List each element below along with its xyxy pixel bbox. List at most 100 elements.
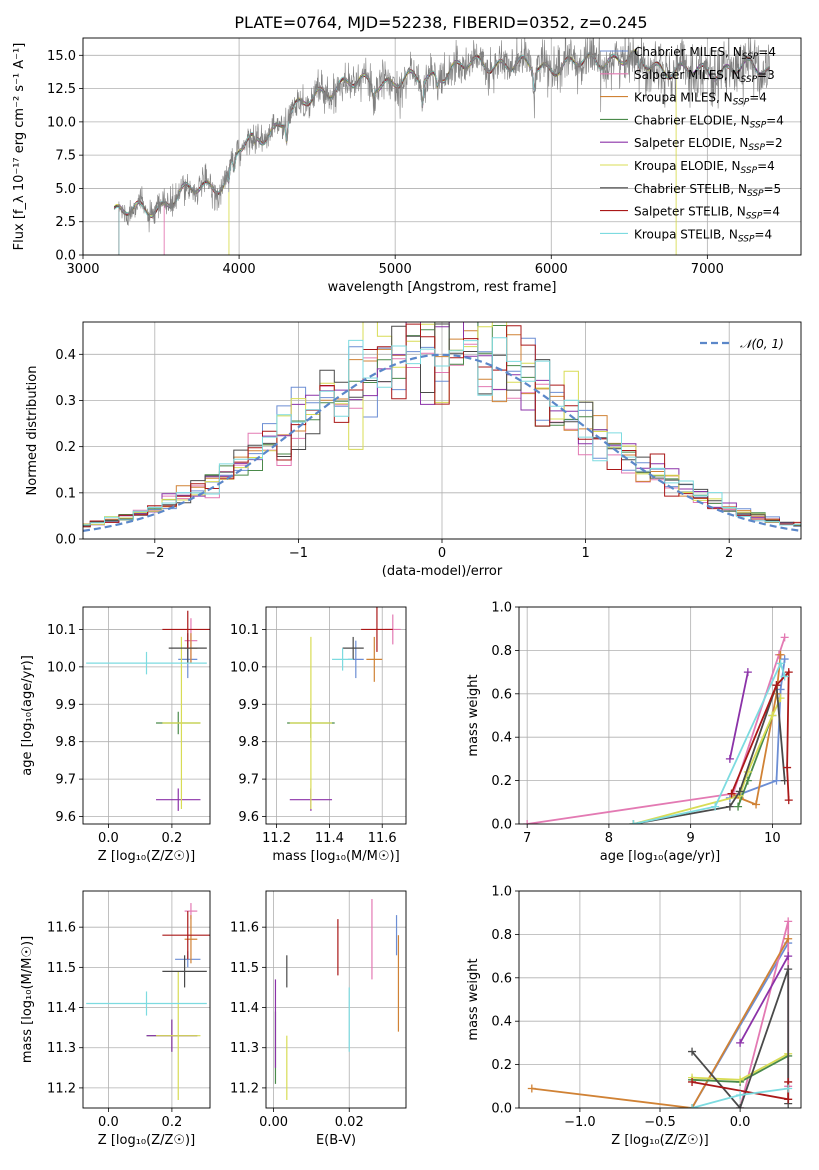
axes-frame-age_vs_mass	[265, 606, 407, 825]
ticks-mass_vs_EBV: 0.00 0.02 11.2 11.3 11.4 11.5 11.6	[230, 921, 364, 1130]
series-marker	[784, 668, 793, 677]
point-chabrier-stelib	[162, 955, 207, 988]
spectrum-data	[118, 38, 770, 255]
series-marker	[736, 1090, 745, 1099]
y-tick-label: 7.5	[55, 149, 76, 164]
x-tick-label: 8	[605, 831, 613, 846]
ticks-weight_vs_Z: −1.0 −0.5 0.0 0.0 0.2 0.4 0.6 0.8 1.0	[491, 885, 750, 1131]
x-tick-label: 9	[687, 831, 695, 846]
series-marker	[772, 681, 781, 690]
series-marker	[711, 802, 720, 811]
y-tick-label: 0.4	[55, 348, 76, 363]
point-kroupa-miles	[366, 636, 383, 682]
series-marker	[784, 952, 793, 961]
series-marker	[735, 787, 744, 796]
ticks-age_vs_mass: 11.2 11.4 11.6 9.6 9.7 9.8 9.9 10.0 10.1	[230, 623, 397, 846]
x-axis-label: E(B-V)	[316, 1133, 356, 1148]
series-line	[633, 660, 786, 824]
y-tick-label: 9.8	[55, 735, 76, 750]
x-tick-label: 4000	[223, 262, 256, 277]
y-tick-label: 11.5	[47, 961, 76, 976]
series-marker	[776, 659, 785, 668]
ticks-spectrum: 3000 4000 5000 6000 7000 0.0 2.5 5.0 7.5 10.0 12.5…	[47, 49, 724, 277]
y-tick-label: 9.7	[238, 773, 259, 788]
series-line	[729, 658, 786, 799]
y-tick-label: 11.3	[47, 1041, 76, 1056]
grid-weight_vs_Z	[519, 890, 801, 1109]
series-marker	[784, 796, 793, 805]
y-tick-label: 9.7	[55, 773, 76, 788]
y-tick-label: 1.0	[491, 601, 512, 616]
x-axis-label: Z [log₁₀(Z/Z☉)]	[98, 1133, 195, 1148]
axes-frame-residuals	[82, 321, 802, 540]
axes-frame-mass_vs_Z	[82, 890, 211, 1109]
panel-mass_vs_EBV: 0.00 0.02 11.2 11.3 11.4 11.5 11.6 E(B-V)	[230, 890, 407, 1148]
series-marker	[725, 802, 734, 811]
y-tick-label: 0.8	[491, 644, 512, 659]
y-axis-label: mass weight	[466, 958, 481, 1040]
series-line	[531, 938, 789, 1108]
series-salpeter-elodie	[736, 952, 793, 1047]
y-tick-label: 11.6	[230, 921, 259, 936]
plot-area-weight_vs_Z	[527, 917, 793, 1108]
y-tick-label: 10.0	[47, 115, 76, 130]
y-tick-label: 11.5	[230, 961, 259, 976]
legend-entry: Kroupa STELIB, NSSP=4	[634, 227, 772, 244]
series-kroupa-stelib	[688, 1084, 793, 1108]
panel-age_vs_mass: 11.2 11.4 11.6 9.6 9.7 9.8 9.9 10.0 10.1 mass [lo…	[230, 606, 407, 864]
y-tick-label: 11.3	[230, 1041, 259, 1056]
x-axis-label: Z [log₁₀(Z/Z☉)]	[611, 1133, 708, 1148]
panel-weight_vs_age: 7 8 9 10 0.0 0.2 0.4 0.6 0.8 1.0 age [log₁₀(age/yr…	[466, 601, 802, 864]
point-chabrier-stelib	[342, 636, 364, 660]
x-axis-label: Z [log₁₀(Z/Z☉)]	[98, 849, 195, 864]
plot-area-age_vs_mass	[287, 607, 401, 811]
axes-frame-age_vs_Z	[82, 606, 211, 825]
x-tick-label: 11.4	[315, 831, 344, 846]
x-tick-label: −2	[145, 546, 164, 561]
y-tick-label: 0.2	[491, 1058, 512, 1073]
y-tick-label: 0.0	[55, 533, 76, 548]
y-tick-label: 0.1	[55, 486, 76, 501]
legend-entry: Kroupa ELODIE, NSSP=4	[634, 159, 775, 176]
y-tick-label: 0.0	[491, 818, 512, 833]
y-tick-label: 9.8	[238, 735, 259, 750]
series-line	[739, 955, 789, 1044]
y-tick-label: 1.0	[491, 885, 512, 900]
series-marker	[727, 789, 736, 798]
histogram-kroupa-miles	[83, 322, 801, 526]
point-kroupa-elodie	[156, 971, 201, 1100]
ticks-residuals: −2 −1 0 1 2 0.0 0.1 0.2 0.3 0.4	[55, 348, 733, 561]
x-tick-label: 1	[581, 546, 589, 561]
series-marker	[776, 685, 785, 694]
grid-age_vs_mass	[266, 607, 406, 824]
series-marker	[776, 650, 785, 659]
y-tick-label: 11.2	[230, 1081, 259, 1096]
legend-entry: Salpeter ELODIE, NSSP=2	[634, 136, 783, 153]
y-tick-label: 11.4	[47, 1001, 76, 1016]
x-tick-label: 2	[725, 546, 733, 561]
series-marker	[736, 1075, 745, 1084]
point-kroupa-stelib	[332, 648, 354, 671]
x-axis-label: wavelength [Angstrom, rest frame]	[328, 280, 557, 295]
series-salpeter-stelib	[727, 668, 793, 805]
axes-frame-mass_vs_EBV	[265, 890, 407, 1109]
series-line	[527, 637, 786, 824]
point-salpeter-stelib	[162, 911, 210, 960]
series-kroupa-stelib	[629, 659, 789, 824]
residuals-legend: 𝒩(0, 1)	[700, 337, 784, 351]
series-marker	[784, 965, 793, 974]
legend-entry: 𝒩(0, 1)	[740, 337, 784, 351]
series-marker	[736, 1104, 745, 1108]
x-tick-label: 0.0	[98, 831, 119, 846]
ticks-mass_vs_Z: 0.0 0.2 11.2 11.3 11.4 11.5 11.6	[47, 921, 182, 1130]
axes-frame-spectrum	[82, 37, 802, 256]
series-marker	[772, 776, 781, 785]
plot-area-residuals	[83, 322, 801, 532]
y-tick-label: 0.8	[491, 928, 512, 943]
y-tick-label: 0.0	[491, 1102, 512, 1117]
x-axis-label: (data-model)/error	[382, 564, 503, 579]
legend-entry: Chabrier MILES, NSSP=4	[634, 45, 776, 62]
y-tick-label: 9.9	[55, 698, 76, 713]
x-tick-label: 10	[764, 831, 781, 846]
